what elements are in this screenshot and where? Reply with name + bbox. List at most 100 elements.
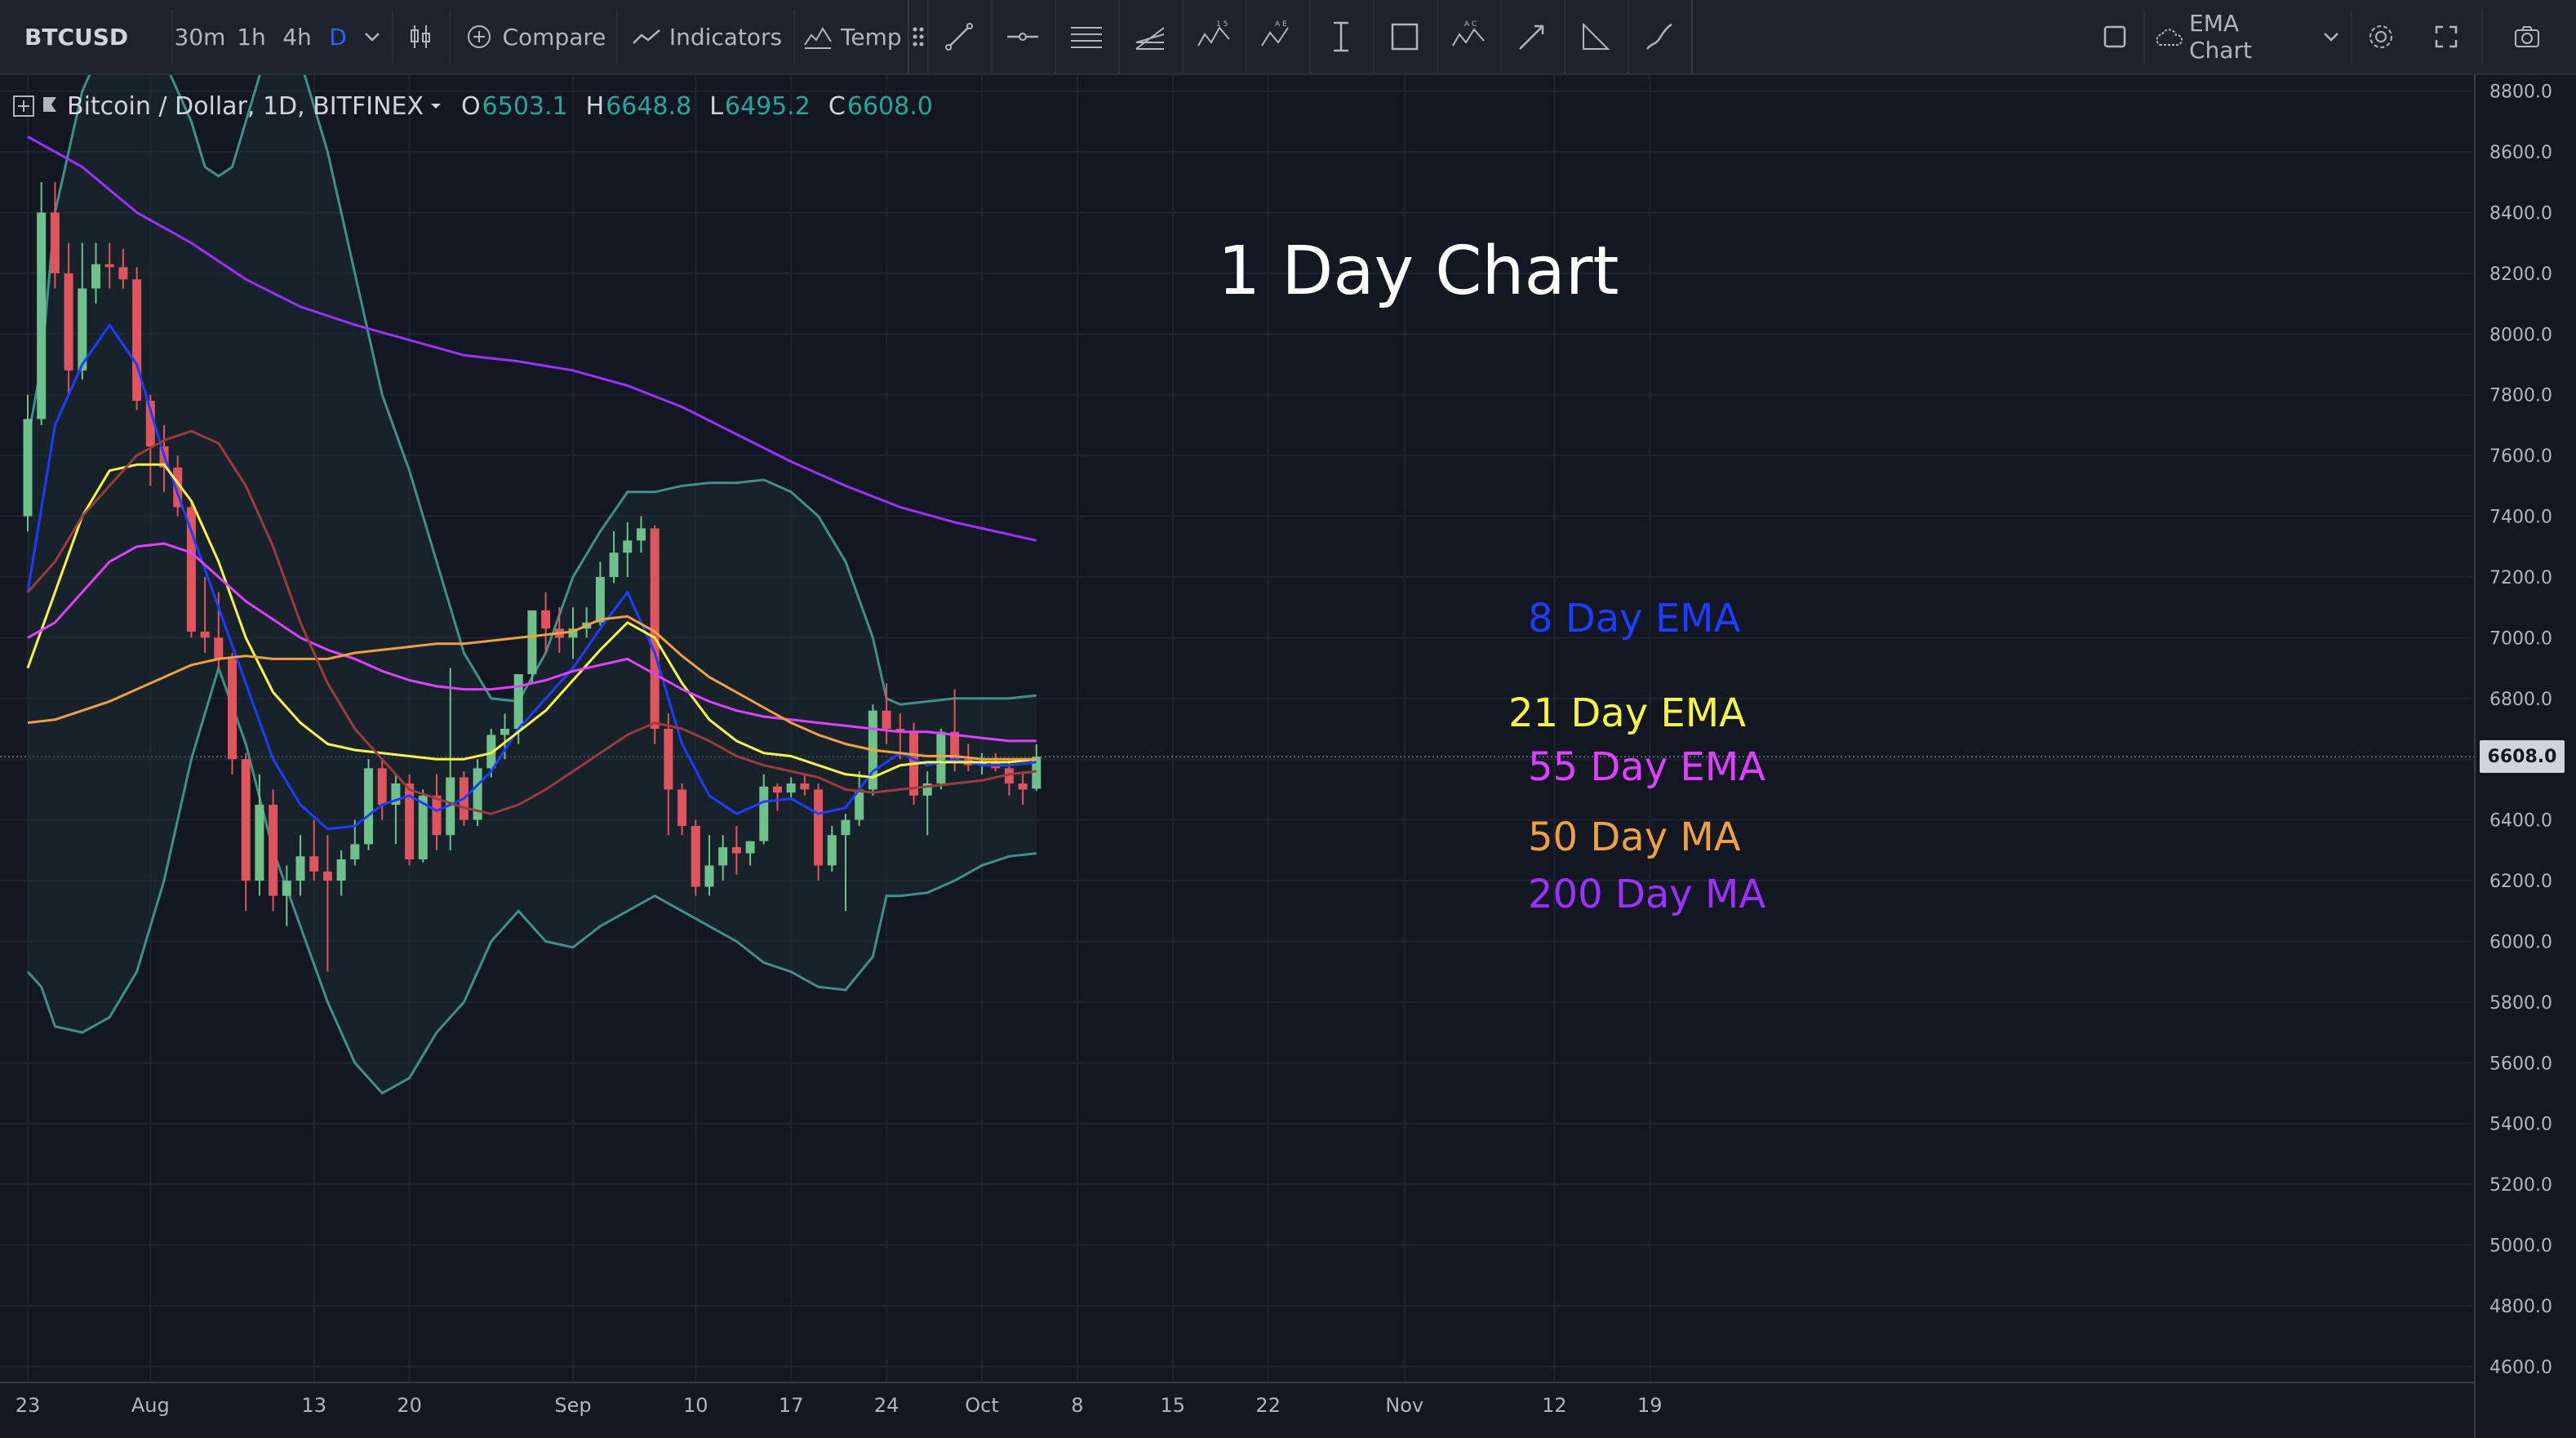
line-21-day-ema (26, 463, 1037, 779)
line-50-day-ma (27, 615, 1037, 761)
timeframe-30m[interactable]: 30m (174, 23, 226, 51)
candle (228, 652, 237, 774)
flag-icon[interactable] (41, 94, 59, 118)
rectangle-icon[interactable] (1373, 0, 1438, 73)
candle (322, 835, 332, 972)
time-tick-label: 23 (16, 1394, 41, 1417)
parallel-channel-icon[interactable] (1055, 0, 1120, 73)
candle (350, 819, 360, 866)
candle (922, 771, 932, 836)
time-tick-label: 17 (779, 1394, 804, 1417)
camera-icon[interactable] (2494, 0, 2560, 73)
candle (1032, 744, 1042, 792)
price-tick-label: 4600.0 (2489, 1357, 2552, 1378)
divider (793, 10, 795, 64)
candle (609, 531, 619, 584)
low-value: 6495.2 (724, 91, 811, 121)
candle (91, 242, 100, 304)
timeframe-4h[interactable]: 4h (282, 23, 312, 51)
fib-icon[interactable] (1118, 0, 1184, 73)
candle (364, 759, 373, 850)
bollinger-bands (26, 75, 1037, 1095)
candle (623, 521, 633, 577)
indicators-icon (630, 20, 663, 53)
label-ma200[interactable]: 200 Day MA (1528, 872, 1766, 917)
price-range-icon[interactable] (1309, 0, 1375, 73)
chevron-down-icon[interactable] (356, 0, 389, 73)
open-label: O (461, 91, 481, 121)
horizontal-ray-icon[interactable] (991, 0, 1056, 73)
candle (336, 850, 346, 896)
price-tick-label: 7200.0 (2489, 568, 2552, 588)
layout-menu-button[interactable]: EMA Chart (2152, 0, 2347, 73)
candle (418, 789, 428, 863)
price-chart[interactable]: 8800.0 8600.0 8400.0 8200.0 8000.0 7800.0 7600… (0, 75, 2576, 1438)
gear-icon[interactable] (2356, 0, 2406, 73)
elliott-wave-icon[interactable]: 1 5 (1182, 0, 1247, 73)
candle (78, 242, 87, 380)
price-tick-label: 5000.0 (2489, 1236, 2552, 1257)
candle (731, 826, 741, 875)
candle (895, 713, 905, 760)
candle (950, 689, 960, 772)
drag-handle-icon[interactable] (909, 0, 929, 73)
candles-icon[interactable] (397, 0, 444, 73)
legend-toggle-icon[interactable] (11, 94, 36, 118)
chevron-down-icon (2315, 20, 2347, 53)
label-ema55[interactable]: 55 Day EMA (1528, 744, 1765, 790)
candle (104, 242, 114, 289)
candle (173, 455, 183, 517)
abcd-pattern-icon[interactable]: A E (1246, 0, 1311, 73)
candle (745, 841, 755, 866)
price-tick-label: 5800.0 (2489, 993, 2552, 1014)
candle (814, 783, 824, 881)
price-tick-label: 6000.0 (2489, 932, 2552, 952)
candle (377, 759, 387, 820)
timeframe-d[interactable]: D (329, 23, 347, 51)
compare-button[interactable]: Compare (457, 0, 612, 73)
candle (37, 182, 47, 425)
label-ema8[interactable]: 8 Day EMA (1528, 596, 1741, 641)
brush-icon[interactable] (1628, 0, 1691, 73)
time-tick-label: Nov (1385, 1394, 1423, 1417)
close-value: 6608.0 (846, 91, 933, 121)
price-tick-label: 7000.0 (2489, 628, 2552, 649)
svg-text:A C: A C (1464, 20, 1477, 29)
candle (23, 394, 33, 532)
caret-down-icon[interactable] (429, 94, 443, 118)
time-axis[interactable]: 23 Aug 13 20 Sep 10 17 24 Oct 8 15 22 Nov 12 19 (0, 1382, 2475, 1417)
label-ma50[interactable]: 50 Day MA (1528, 814, 1741, 860)
chart-title-annotation[interactable]: 1 Day Chart (1218, 233, 1619, 310)
trend-line-icon[interactable] (927, 0, 993, 73)
layout-name-label: EMA Chart (2189, 10, 2252, 64)
price-tick-label: 5400.0 (2489, 1115, 2552, 1135)
xabcd-pattern-icon[interactable]: A C (1437, 0, 1502, 73)
symbol-description[interactable]: Bitcoin / Dollar, 1D, BITFINEX (67, 91, 424, 121)
label-ema21[interactable]: 21 Day EMA (1508, 690, 1746, 736)
candles (23, 182, 1042, 972)
fullscreen-icon[interactable] (2421, 0, 2472, 73)
indicators-button[interactable]: Indicators (624, 0, 788, 73)
price-tick-label: 7600.0 (2489, 446, 2552, 467)
square-icon[interactable] (2090, 0, 2140, 73)
price-axis[interactable]: 8800.0 8600.0 8400.0 8200.0 8000.0 7800.0 7600… (2474, 75, 2552, 1438)
timeframe-1h[interactable]: 1h (237, 23, 266, 51)
time-tick-label: 15 (1161, 1394, 1186, 1417)
time-tick-label: 22 (1255, 1394, 1281, 1417)
arrow-icon[interactable] (1500, 0, 1566, 73)
open-value: 6503.1 (482, 91, 568, 121)
candle (977, 752, 987, 774)
candle (855, 771, 864, 827)
candle (527, 610, 537, 684)
time-tick-label: 20 (397, 1394, 422, 1417)
templates-button[interactable]: Temp (802, 0, 908, 73)
time-tick-label: Sep (554, 1394, 591, 1417)
price-tick-label: 8800.0 (2489, 82, 2552, 103)
compare-label: Compare (502, 23, 606, 51)
candle (800, 774, 810, 796)
symbol-search-button[interactable]: BTCUSD (24, 23, 129, 51)
triangle-icon[interactable] (1564, 0, 1629, 73)
candle (827, 826, 837, 872)
cloud-icon (2152, 20, 2184, 53)
divider (2351, 10, 2352, 64)
